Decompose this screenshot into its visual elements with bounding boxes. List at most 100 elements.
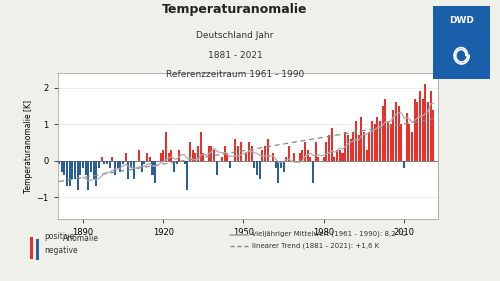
Bar [355,121,357,161]
Bar [248,142,250,161]
Bar [288,146,290,161]
Bar [120,161,122,172]
Y-axis label: Temperaturanomalie [K]: Temperaturanomalie [K] [24,100,34,192]
Bar [122,161,124,164]
Bar [66,161,68,186]
Bar [274,161,276,168]
Bar [237,146,239,161]
Bar [76,161,78,190]
Bar [112,157,114,161]
Bar [414,99,416,161]
Bar [286,157,288,161]
Text: Referenzzeitraum 1961 - 1990: Referenzzeitraum 1961 - 1990 [166,70,304,79]
Bar [336,150,338,161]
Bar [82,161,84,168]
Bar [366,150,368,161]
Bar [360,117,362,161]
Bar [184,161,186,164]
Bar [379,121,381,161]
Bar [240,142,242,161]
Bar [344,132,346,161]
Bar [202,153,204,161]
Bar [250,146,252,161]
Bar [352,132,354,161]
Bar [162,150,164,161]
Bar [170,150,172,161]
Bar [318,157,320,161]
Text: positive: positive [44,232,74,241]
Bar [58,161,60,164]
Bar [128,161,130,179]
Text: Deutschland Jahr: Deutschland Jahr [196,31,274,40]
Bar [390,124,392,161]
Text: Anomalie: Anomalie [63,234,99,243]
Bar [282,161,284,172]
Bar [130,161,132,168]
Bar [133,161,135,179]
Bar [350,139,352,161]
Bar [306,150,308,161]
Bar [419,91,421,161]
Bar [395,102,397,161]
Bar [339,150,341,161]
Bar [192,150,194,161]
Bar [221,157,223,161]
Text: Temperaturanomalie: Temperaturanomalie [162,3,308,16]
Bar [74,161,76,179]
Bar [165,132,167,161]
Bar [326,142,328,161]
Bar [154,161,156,183]
Bar [194,153,196,161]
Bar [302,150,304,161]
Bar [71,161,73,179]
Bar [384,99,386,161]
Bar [149,157,151,161]
Bar [124,153,126,161]
Bar [408,124,410,161]
Bar [116,161,118,168]
Bar [328,135,330,161]
Bar [363,132,365,161]
Bar [427,102,429,161]
Bar [96,161,98,186]
Bar [398,106,400,161]
Text: vieljähriger Mittelwert (1961 - 1990): 8,2 °C: vieljähriger Mittelwert (1961 - 1990): 8… [252,231,406,238]
Bar [213,150,215,161]
Bar [108,161,110,168]
Bar [98,161,100,168]
Bar [403,161,405,168]
Bar [424,84,426,161]
Bar [90,161,92,172]
Bar [178,150,180,161]
Bar [253,161,255,168]
Bar [374,124,376,161]
Text: 1881 - 2021: 1881 - 2021 [208,51,262,60]
Bar [146,153,148,161]
Bar [258,161,260,179]
Bar [334,157,336,161]
Bar [100,157,102,161]
Bar [342,153,344,161]
Bar [60,161,62,172]
Bar [416,102,418,161]
Bar [152,161,154,175]
Bar [266,139,268,161]
Bar [358,135,360,161]
Bar [387,121,389,161]
Bar [229,161,231,168]
Bar [312,161,314,183]
Bar [216,161,218,175]
Bar [226,153,228,161]
Bar [392,110,394,161]
Bar [314,142,316,161]
Bar [210,146,212,161]
Bar [88,161,90,190]
Bar [234,139,236,161]
Text: DWD: DWD [449,16,473,25]
Bar [331,128,333,161]
Bar [347,135,349,161]
Bar [245,153,247,161]
Bar [323,157,325,161]
Bar [411,132,413,161]
Bar [141,161,143,172]
